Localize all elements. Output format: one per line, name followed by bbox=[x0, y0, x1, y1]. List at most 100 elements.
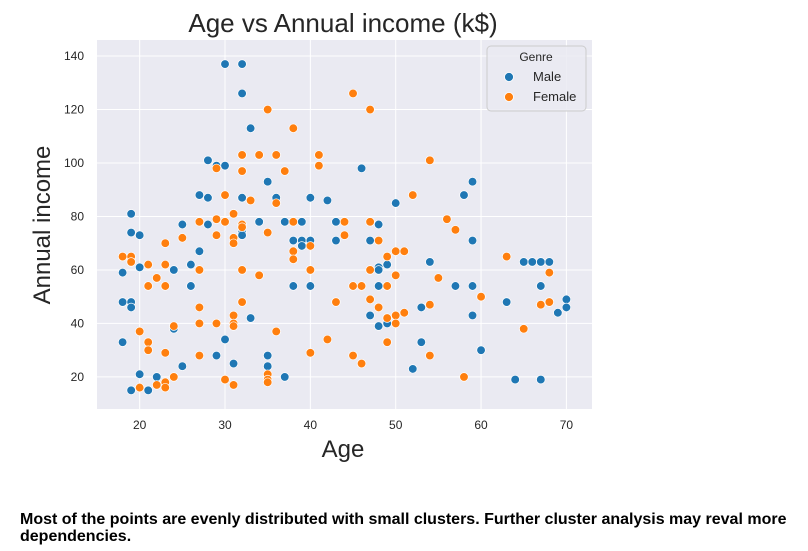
data-point-male bbox=[331, 217, 341, 227]
y-tick-label: 140 bbox=[64, 49, 84, 63]
data-point-male bbox=[476, 345, 486, 355]
data-point-male bbox=[510, 374, 520, 385]
legend: Genre Male Female bbox=[486, 45, 587, 112]
data-point-male bbox=[544, 257, 554, 267]
data-point-female bbox=[237, 222, 247, 232]
data-point-female bbox=[211, 214, 222, 224]
data-point-female bbox=[288, 123, 298, 133]
data-point-male bbox=[519, 257, 529, 267]
data-point-male bbox=[220, 161, 230, 171]
data-point-male bbox=[280, 217, 290, 227]
data-point-female bbox=[143, 259, 153, 270]
data-point-male bbox=[373, 265, 384, 275]
data-point-female bbox=[399, 308, 409, 318]
x-tick-label: 30 bbox=[218, 418, 232, 432]
data-point-female bbox=[373, 302, 384, 313]
legend-marker-female bbox=[504, 92, 514, 102]
data-point-female bbox=[152, 273, 162, 283]
data-point-male bbox=[117, 337, 128, 347]
data-point-male bbox=[220, 59, 230, 69]
data-point-female bbox=[245, 195, 256, 206]
x-axis-label: Age bbox=[322, 436, 365, 463]
data-point-female bbox=[425, 155, 435, 165]
data-point-female bbox=[288, 217, 298, 227]
data-point-female bbox=[194, 217, 205, 227]
y-axis-label: Annual income bbox=[29, 146, 56, 305]
data-point-male bbox=[135, 369, 145, 379]
data-point-female bbox=[382, 337, 392, 347]
data-point-female bbox=[314, 150, 324, 160]
data-point-male bbox=[382, 259, 392, 270]
x-tick-label: 60 bbox=[474, 418, 488, 432]
data-point-female bbox=[194, 350, 205, 361]
data-point-female bbox=[220, 217, 230, 227]
data-point-female bbox=[425, 300, 435, 310]
data-point-male bbox=[203, 155, 213, 165]
data-point-male bbox=[365, 310, 375, 321]
data-point-female bbox=[152, 380, 162, 390]
data-point-female bbox=[391, 318, 401, 329]
data-point-female bbox=[126, 257, 136, 267]
data-point-female bbox=[160, 382, 170, 393]
y-tick-label: 40 bbox=[71, 316, 85, 330]
data-point-female bbox=[228, 380, 239, 390]
x-tick-label: 70 bbox=[560, 418, 574, 432]
data-point-female bbox=[228, 310, 239, 321]
data-point-male bbox=[263, 177, 273, 187]
data-point-female bbox=[536, 300, 546, 310]
data-point-female bbox=[476, 292, 486, 302]
data-point-female bbox=[135, 326, 145, 337]
x-tick-label: 40 bbox=[304, 418, 318, 432]
data-point-female bbox=[254, 270, 264, 280]
data-point-female bbox=[117, 251, 128, 262]
data-point-male bbox=[408, 364, 418, 374]
data-point-female bbox=[194, 318, 205, 329]
data-point-female bbox=[228, 321, 239, 331]
data-point-male bbox=[536, 281, 546, 291]
data-point-female bbox=[228, 209, 239, 219]
data-point-male bbox=[237, 193, 247, 203]
data-point-male bbox=[373, 219, 384, 230]
data-point-female bbox=[365, 217, 375, 227]
data-point-female bbox=[331, 297, 341, 307]
y-tick-label: 120 bbox=[64, 103, 84, 117]
data-point-male bbox=[280, 372, 290, 382]
data-point-male bbox=[561, 294, 572, 305]
data-point-male bbox=[254, 217, 264, 227]
data-point-male bbox=[245, 313, 256, 323]
chart-title: Age vs Annual income (k$) bbox=[188, 8, 497, 38]
data-point-male bbox=[220, 334, 230, 345]
data-point-male bbox=[237, 59, 247, 69]
data-point-female bbox=[382, 313, 392, 323]
data-point-male bbox=[536, 374, 546, 385]
data-point-female bbox=[263, 104, 273, 115]
data-point-male bbox=[263, 361, 273, 371]
data-point-male bbox=[186, 259, 196, 270]
data-point-male bbox=[152, 372, 162, 382]
data-point-female bbox=[459, 372, 469, 382]
data-point-male bbox=[467, 281, 478, 291]
data-point-male bbox=[186, 281, 196, 291]
data-point-male bbox=[391, 198, 401, 208]
data-point-male bbox=[237, 230, 247, 240]
data-points bbox=[117, 59, 572, 395]
data-point-female bbox=[373, 235, 384, 246]
data-point-male bbox=[450, 281, 461, 291]
data-point-female bbox=[263, 227, 273, 238]
data-point-female bbox=[365, 265, 375, 275]
data-point-female bbox=[160, 281, 170, 291]
data-point-male bbox=[211, 350, 222, 361]
data-point-female bbox=[365, 104, 375, 115]
data-point-female bbox=[220, 374, 230, 385]
data-point-female bbox=[391, 246, 401, 256]
chart-caption: Most of the points are evenly distribute… bbox=[20, 511, 787, 545]
data-point-female bbox=[220, 190, 230, 200]
data-point-female bbox=[348, 281, 358, 291]
data-point-female bbox=[305, 265, 316, 275]
data-point-female bbox=[228, 238, 239, 248]
data-point-female bbox=[519, 324, 529, 334]
data-point-female bbox=[391, 270, 401, 280]
data-point-male bbox=[228, 358, 239, 369]
data-point-female bbox=[433, 273, 444, 283]
data-point-female bbox=[502, 251, 512, 262]
